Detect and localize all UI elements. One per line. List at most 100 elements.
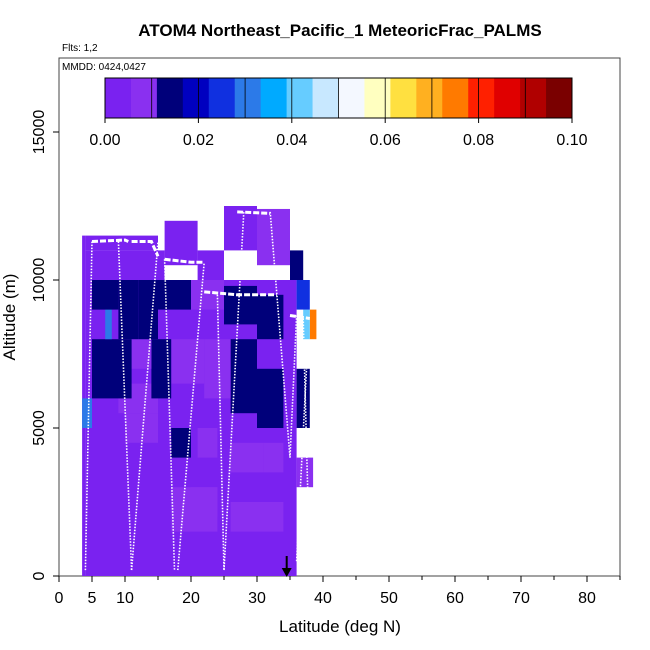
profile-track [130, 241, 159, 571]
x-axis: 0 5 10 20 30 40 50 60 70 80 [55, 576, 621, 607]
heatmap-cell [164, 220, 198, 266]
heatmap-cell [224, 285, 257, 325]
colorbar-ticks: 0.00 0.02 0.04 0.06 0.08 0.10 [89, 118, 588, 149]
heatmap-cell [85, 250, 92, 280]
colorbar-swatch [442, 78, 469, 118]
y-tick-label: 5000 [31, 410, 48, 446]
heatmap-cell [309, 309, 317, 340]
colorbar-swatch [286, 78, 314, 118]
chart-title: ATOM4 Northeast_Pacific_1 MeteoricFrac_P… [138, 21, 541, 40]
heatmap-cell [230, 442, 264, 473]
profile-track [216, 294, 225, 571]
arrow-head [281, 568, 292, 577]
heatmap-cell [230, 502, 257, 532]
heatmap-cell [204, 339, 231, 399]
colorbar-swatch [260, 78, 288, 118]
level-leg [164, 257, 205, 264]
flights-note: Flts: 1,2 [62, 43, 98, 54]
colorbar-swatch [468, 78, 495, 118]
colorbar-swatch [234, 78, 262, 118]
colorbar-swatch [494, 78, 521, 118]
y-tick-label: 15000 [31, 110, 48, 155]
heatmap-cell [92, 339, 132, 399]
colorbar-tick-label: 0.04 [276, 132, 307, 149]
heatmap-cell [171, 339, 205, 384]
colorbar-swatch [338, 78, 365, 118]
heatmap-cell [131, 339, 152, 369]
heatmap-cell [230, 339, 257, 414]
level-leg [204, 290, 277, 297]
level-leg [289, 314, 311, 320]
colorbar-swatch [156, 78, 184, 118]
heatmap-cell [191, 280, 224, 310]
colorbar-swatch [520, 78, 547, 118]
x-axis-label: Latitude (deg N) [279, 617, 401, 636]
colorbar-tick-label: 0.06 [370, 132, 401, 149]
heatmap-cell [171, 428, 191, 458]
heatmap-cell [92, 235, 125, 251]
x-tick-label: 30 [248, 590, 266, 607]
heatmap-cell [151, 339, 172, 399]
heatmap-cell [158, 280, 191, 310]
colorbar [104, 77, 573, 119]
colorbar-frame [104, 77, 573, 119]
level-leg [131, 240, 160, 257]
colorbar-tick-label: 0.02 [183, 132, 214, 149]
heatmap-cell [197, 250, 224, 280]
heatmap-cell [92, 280, 119, 310]
level-leg [91, 238, 129, 244]
profile-track [295, 368, 308, 562]
profile-track [269, 211, 291, 458]
colorbar-swatch [208, 78, 236, 118]
profile-track [177, 262, 205, 571]
x-tick-label: 70 [512, 590, 530, 607]
x-tick-label: 40 [314, 590, 332, 607]
profile-track [117, 241, 133, 571]
profile-track [84, 241, 93, 571]
colorbar-tick-label: 0.00 [89, 132, 120, 149]
heatmap-cell [296, 280, 310, 310]
latitude-arrow [281, 556, 292, 577]
colorbar-swatch [364, 78, 391, 118]
heatmap-cell [105, 294, 112, 340]
heatmap-cell [296, 457, 314, 488]
heatmap-cell [290, 250, 304, 280]
x-tick-label: 80 [578, 590, 596, 607]
plot-area [58, 57, 621, 577]
heatmap-cell [303, 309, 310, 340]
colorbar-swatch [312, 78, 339, 118]
y-axis: 0 5000 10000 15000 [31, 110, 59, 580]
x-tick-label: 20 [182, 590, 200, 607]
flight-track [84, 210, 311, 571]
level-leg [237, 210, 271, 215]
colorbar-swatch [130, 78, 158, 118]
profile-track [163, 259, 176, 571]
colorbar-swatch [182, 78, 210, 118]
x-tick-label: 50 [380, 590, 398, 607]
x-tick-label: 60 [446, 590, 464, 607]
heatmap-cell [82, 398, 92, 428]
y-axis-label: Altitude (m) [0, 274, 19, 361]
x-tick-label: 5 [88, 590, 97, 607]
y-tick-label: 0 [31, 571, 48, 580]
heatmap-cell [257, 502, 284, 532]
colorbar-swatch [105, 78, 132, 118]
heatmap-cell [257, 208, 290, 266]
colorbar-swatch [416, 78, 443, 118]
heatmap-cell [118, 280, 139, 340]
heatmap-cell [197, 428, 218, 458]
heatmap-cells [82, 206, 317, 576]
heatmap-cell [138, 280, 158, 340]
heatmap-cell [263, 442, 284, 473]
colorbar-tick-label: 0.08 [463, 132, 494, 149]
heatmap-cell [85, 235, 92, 251]
y-tick-label: 10000 [31, 258, 48, 303]
colorbar-tick-label: 0.10 [556, 132, 587, 149]
profile-track [302, 318, 311, 571]
heatmap-cell [257, 368, 284, 428]
x-tick-label: 0 [55, 590, 64, 607]
colorbar-swatch [390, 78, 417, 118]
colorbar-swatch [546, 78, 573, 118]
date-note: MMDD: 0424,0427 [62, 62, 146, 73]
